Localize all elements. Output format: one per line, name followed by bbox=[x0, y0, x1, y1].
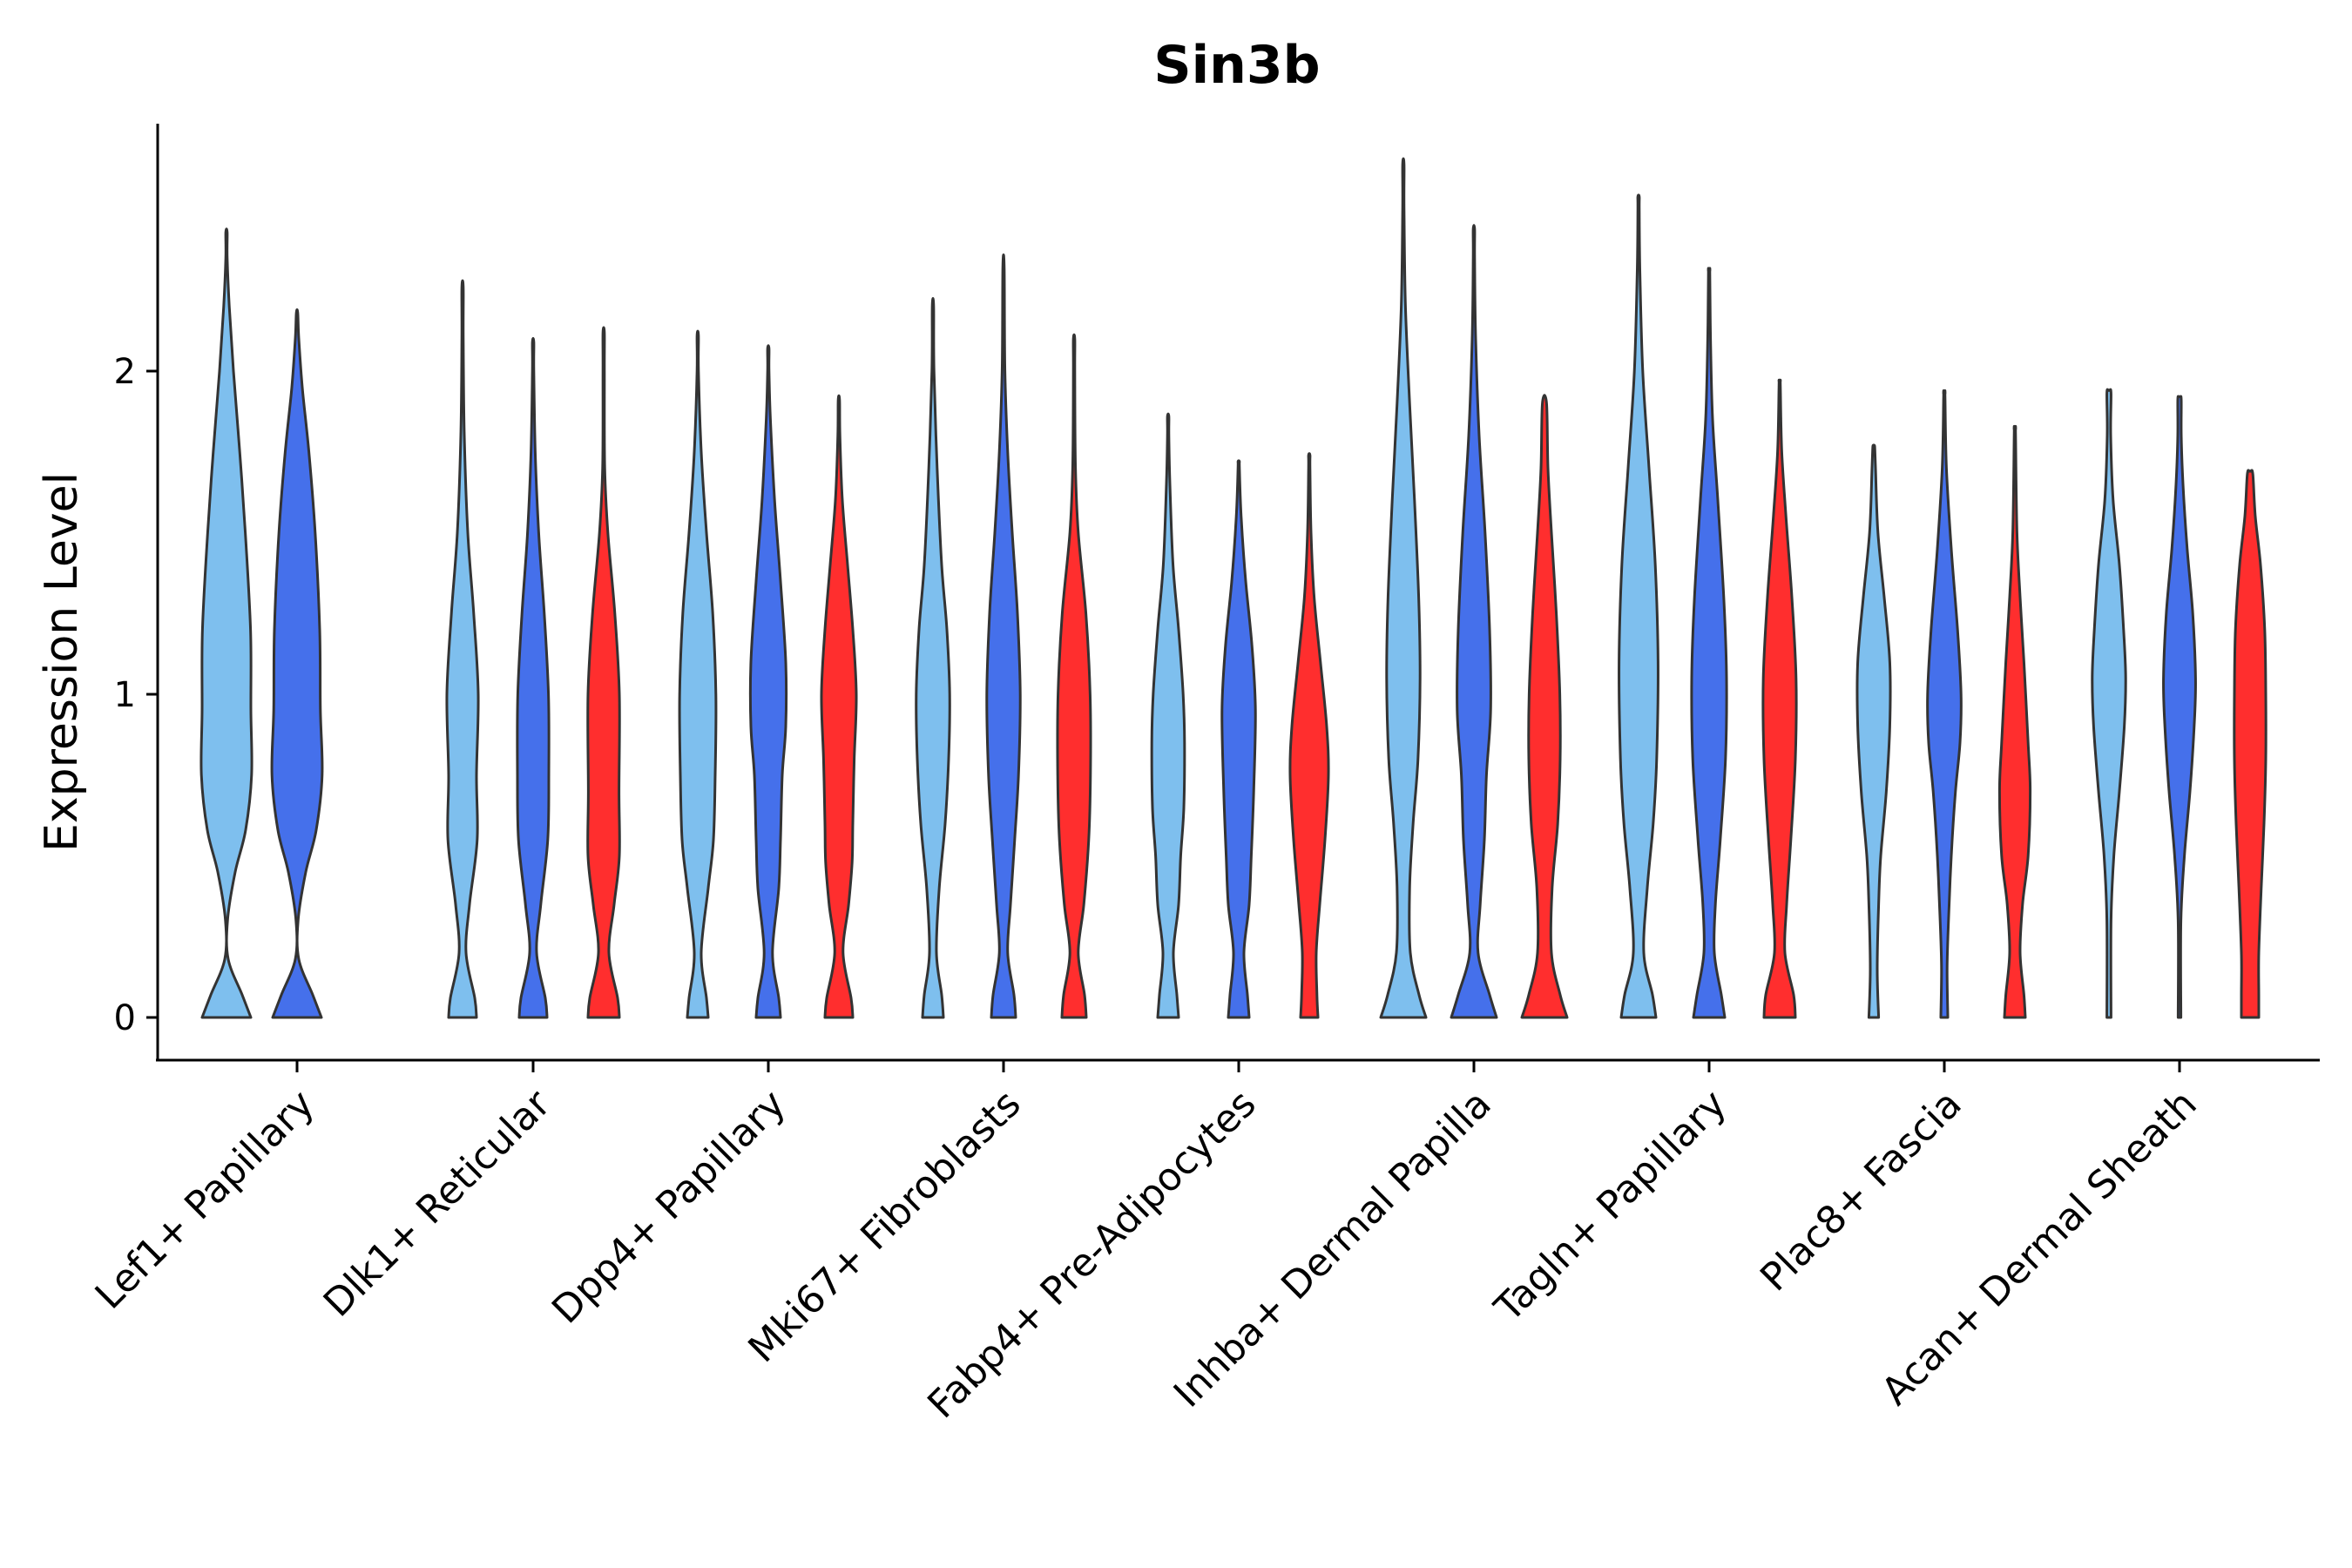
violin-2-1 bbox=[748, 344, 788, 1019]
violin-6-0 bbox=[1618, 193, 1659, 1019]
x-tick-label: Plac8+ Fascia bbox=[1752, 1082, 1970, 1301]
violin-8-1 bbox=[2162, 395, 2197, 1019]
violin-1-1 bbox=[516, 336, 551, 1019]
x-tick-label: Tagln+ Papillary bbox=[1486, 1082, 1735, 1331]
violin-4-2 bbox=[1288, 452, 1330, 1019]
violin-7-0 bbox=[1855, 443, 1892, 1019]
violin-5-0 bbox=[1379, 157, 1428, 1019]
violin-8-0 bbox=[2091, 388, 2127, 1019]
x-tick-label: Lef1+ Papillary bbox=[87, 1082, 323, 1318]
violin-5-1 bbox=[1450, 224, 1498, 1019]
x-tick-label: Dlk1+ Reticular bbox=[315, 1081, 560, 1326]
violin-group bbox=[199, 157, 2268, 1019]
violin-0-1 bbox=[270, 308, 324, 1019]
y-tick-label: 2 bbox=[114, 352, 136, 392]
violin-1-0 bbox=[445, 279, 480, 1019]
y-ticks: 0 1 2 bbox=[114, 352, 158, 1038]
y-axis-label: Expression Level bbox=[36, 472, 88, 852]
violin-1-2 bbox=[586, 326, 621, 1019]
y-tick-label: 1 bbox=[114, 675, 136, 715]
violin-2-2 bbox=[820, 394, 858, 1019]
violin-0-0 bbox=[199, 227, 253, 1019]
y-tick-label: 0 bbox=[114, 998, 136, 1038]
violin-4-0 bbox=[1150, 412, 1186, 1019]
violin-7-1 bbox=[1926, 389, 1963, 1019]
violin-8-2 bbox=[2233, 469, 2268, 1019]
violin-2-0 bbox=[678, 329, 718, 1019]
violin-3-2 bbox=[1056, 333, 1092, 1019]
violin-6-1 bbox=[1690, 267, 1728, 1019]
violin-6-2 bbox=[1761, 378, 1798, 1019]
violin-4-1 bbox=[1220, 459, 1257, 1019]
chart-title: Sin3b bbox=[1153, 35, 1320, 96]
violin-7-2 bbox=[1997, 424, 2032, 1019]
violin-3-1 bbox=[985, 253, 1022, 1019]
violin-5-2 bbox=[1520, 394, 1569, 1019]
violin-3-0 bbox=[915, 297, 951, 1019]
x-tick-label: Dpp4+ Papillary bbox=[544, 1082, 794, 1333]
